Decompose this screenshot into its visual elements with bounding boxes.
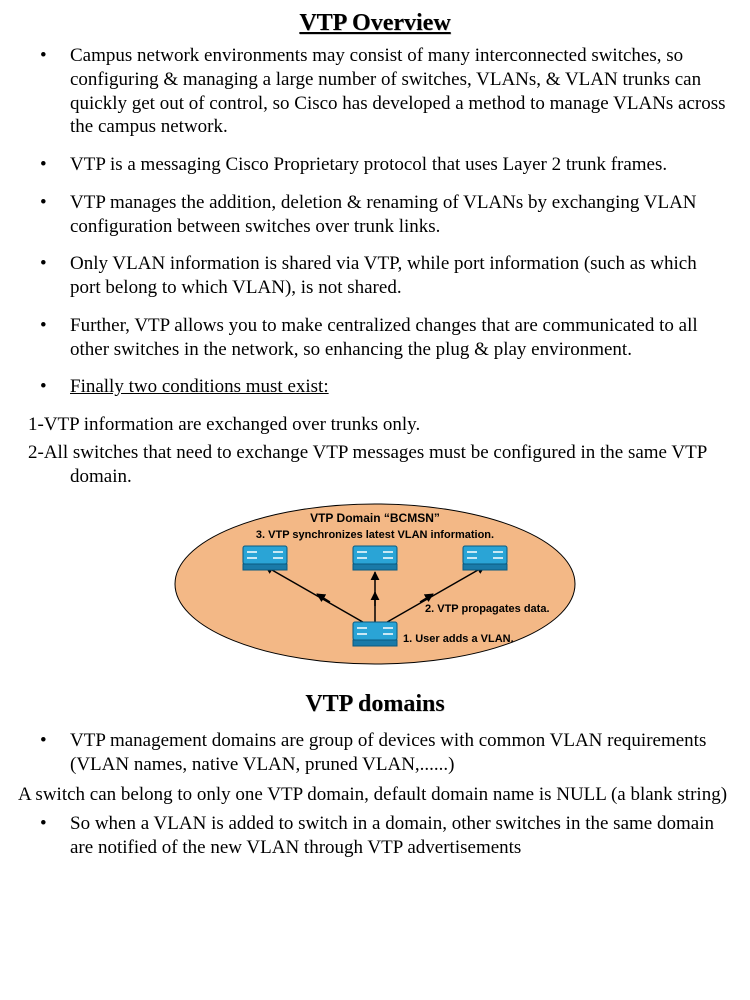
bullet-icon: • — [18, 153, 70, 177]
switch-icon — [463, 546, 507, 570]
page-title: VTP Overview — [18, 8, 732, 38]
add-vlan-label: 1. User adds a VLAN. — [403, 633, 514, 645]
switch-icon — [353, 622, 397, 646]
sync-label: 3. VTP synchronizes latest VLAN informat… — [256, 529, 494, 541]
bullet-text: Campus network environments may consist … — [70, 44, 732, 139]
vtp-diagram: VTP Domain “BCMSN” 3. VTP synchronizes l… — [18, 494, 732, 681]
bullet-icon: • — [18, 729, 70, 753]
bullet-list-2: • VTP management domains are group of de… — [18, 729, 732, 777]
bullet-icon: • — [18, 44, 70, 68]
conditions-label: Finally two conditions must exist: — [70, 375, 732, 399]
list-item: • Further, VTP allows you to make centra… — [18, 314, 732, 362]
condition-1: 1-VTP information are exchanged over tru… — [28, 413, 732, 437]
bullet-list-1: • Campus network environments may consis… — [18, 44, 732, 399]
switch-icon — [353, 546, 397, 570]
bullet-text: Only VLAN information is shared via VTP,… — [70, 252, 732, 300]
propagate-label: 2. VTP propagates data. — [425, 603, 550, 615]
bullet-text: VTP manages the addition, deletion & ren… — [70, 191, 732, 239]
bullet-icon: • — [18, 191, 70, 215]
list-item: • So when a VLAN is added to switch in a… — [18, 812, 732, 860]
bullet-text: VTP is a messaging Cisco Proprietary pro… — [70, 153, 732, 177]
bullet-icon: • — [18, 314, 70, 338]
list-item: • VTP is a messaging Cisco Proprietary p… — [18, 153, 732, 177]
section-subtitle: VTP domains — [18, 689, 732, 719]
list-item: • VTP management domains are group of de… — [18, 729, 732, 777]
bullet-icon: • — [18, 812, 70, 836]
paragraph: A switch can belong to only one VTP doma… — [18, 783, 732, 807]
bullet-icon: • — [18, 375, 70, 399]
list-item: • Campus network environments may consis… — [18, 44, 732, 139]
bullet-text: VTP management domains are group of devi… — [70, 729, 732, 777]
domain-title: VTP Domain “BCMSN” — [310, 511, 440, 525]
bullet-text: Further, VTP allows you to make centrali… — [70, 314, 732, 362]
bullet-list-3: • So when a VLAN is added to switch in a… — [18, 812, 732, 860]
conditions-list: 1-VTP information are exchanged over tru… — [28, 413, 732, 488]
list-item: • Finally two conditions must exist: — [18, 375, 732, 399]
switch-icon — [243, 546, 287, 570]
bullet-text: So when a VLAN is added to switch in a d… — [70, 812, 732, 860]
list-item: • VTP manages the addition, deletion & r… — [18, 191, 732, 239]
condition-2: 2-All switches that need to exchange VTP… — [28, 441, 732, 489]
bullet-icon: • — [18, 252, 70, 276]
list-item: • Only VLAN information is shared via VT… — [18, 252, 732, 300]
